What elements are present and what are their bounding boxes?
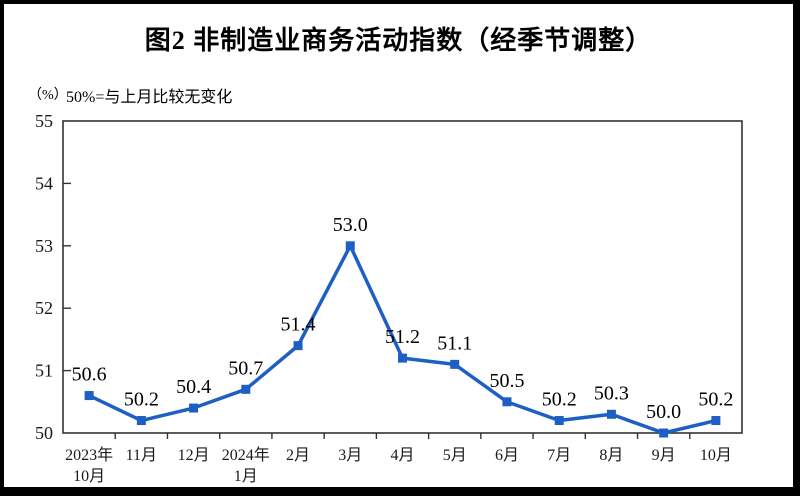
x-axis-tick-label: 10月 — [700, 447, 732, 464]
data-point-value-label: 50.2 — [542, 389, 577, 411]
data-point-value-label: 51.1 — [437, 332, 472, 354]
data-point-marker — [398, 353, 407, 363]
x-axis-tick-label: 9月 — [652, 447, 676, 464]
data-point-marker — [84, 391, 94, 401]
baseline-note-label: 50%=与上月比较无变化 — [66, 89, 233, 106]
x-axis-tick-label: 8月 — [599, 447, 623, 464]
data-point-value-label: 50.0 — [646, 401, 681, 423]
data-point-value-label: 50.4 — [176, 376, 211, 398]
data-point-value-label: 50.5 — [489, 370, 524, 392]
data-point-marker — [711, 416, 721, 426]
plot-border — [62, 120, 743, 434]
y-axis-tick-label: 50 — [35, 423, 53, 443]
data-point-value-label: 53.0 — [333, 214, 368, 236]
data-point-marker — [345, 241, 355, 251]
x-axis-tick-label: 1月 — [234, 468, 258, 485]
data-point-marker — [293, 341, 303, 351]
x-axis-tick-label: 2月 — [286, 447, 310, 464]
x-axis-tick-label: 5月 — [443, 447, 467, 464]
data-point-value-label: 50.6 — [72, 364, 107, 386]
x-axis-tick-label: 2023年 — [65, 446, 113, 464]
data-point-value-label: 50.2 — [698, 389, 733, 411]
line-chart: 50 51 52 53 54 55 2023年 10月 11月 12月 2024年 1月 2月 3月 4月 5… — [35, 111, 743, 485]
data-point-marker — [450, 359, 460, 369]
x-axis-tick-label: 10月 — [73, 468, 105, 485]
data-point-value-label: 50.7 — [228, 357, 263, 379]
x-axis-tick-label: 4月 — [390, 447, 414, 464]
x-axis-tick-label: 11月 — [126, 447, 157, 464]
x-axis-tick-label: 3月 — [338, 447, 362, 464]
data-point-value-label: 50.2 — [124, 389, 159, 411]
y-axis-tick-label: 54 — [35, 173, 53, 193]
x-axis-tick-label: 6月 — [495, 447, 519, 464]
data-point-value-label: 50.3 — [594, 382, 629, 404]
data-point-marker — [659, 428, 669, 438]
data-point-marker — [606, 409, 616, 419]
data-point-marker — [241, 384, 251, 394]
x-axis-tick-label: 12月 — [178, 447, 210, 464]
data-point-marker — [554, 416, 564, 426]
data-point-marker — [502, 397, 512, 407]
data-point-marker — [189, 403, 199, 413]
y-axis-tick-label: 52 — [35, 298, 53, 318]
x-axis-tick-label: 2024年 — [222, 446, 270, 464]
y-axis-tick-label: 51 — [35, 361, 53, 381]
data-point-value-label: 51.2 — [385, 326, 420, 348]
x-axis-tick-label: 7月 — [547, 447, 571, 464]
y-axis-tick-label: 55 — [35, 111, 53, 131]
y-axis-tick-label: 53 — [35, 236, 53, 256]
data-point-marker — [136, 416, 146, 426]
chart-title: 图2 非制造业商务活动指数（经季节调整） — [144, 26, 653, 55]
data-point-value-label: 51.4 — [281, 314, 316, 336]
y-axis-unit-label: （%） — [28, 88, 68, 103]
